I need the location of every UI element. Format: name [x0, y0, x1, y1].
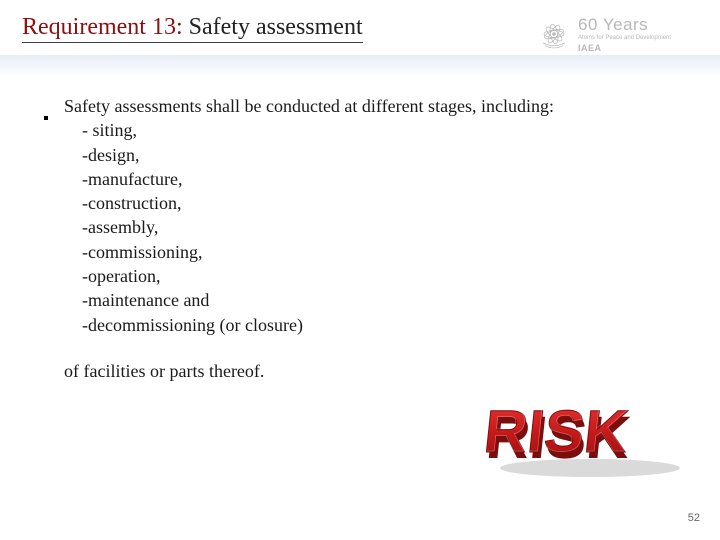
stage-item: -assembly,	[64, 215, 676, 239]
logo-iaea: IAEA	[578, 44, 671, 53]
slide-header: Requirement 13: Safety assessment	[0, 0, 720, 64]
stage-item: -decommissioning (or closure)	[64, 313, 676, 337]
stage-item: -construction,	[64, 191, 676, 215]
risk-graphic: RISK RISK RISK	[482, 380, 692, 480]
logo-text: 60 Years Atoms for Peace and Development…	[578, 16, 671, 53]
slide-body: Safety assessments shall be conducted at…	[0, 64, 720, 383]
bullet-lead: Safety assessments shall be conducted at…	[64, 94, 676, 118]
stage-item: - siting,	[64, 118, 676, 142]
stage-item: -manufacture,	[64, 167, 676, 191]
title-underline: Requirement 13: Safety assessment	[22, 14, 363, 43]
iaea-atom-icon	[536, 16, 572, 52]
logo-tagline: Atoms for Peace and Development	[578, 35, 671, 41]
slide: Requirement 13: Safety assessment	[0, 0, 720, 540]
svg-text:RISK: RISK	[482, 397, 631, 464]
title-requirement: Requirement 13:	[22, 14, 183, 40]
logo-60years: 60 Years	[578, 16, 671, 33]
bullet-content: Safety assessments shall be conducted at…	[64, 94, 676, 383]
bullet-marker	[44, 94, 52, 383]
stage-item: -commissioning,	[64, 240, 676, 264]
title-rest: Safety assessment	[183, 14, 363, 40]
stage-item: -design,	[64, 143, 676, 167]
iaea-logo-block: 60 Years Atoms for Peace and Development…	[536, 12, 706, 56]
stage-item: -maintenance and	[64, 288, 676, 312]
page-number: 52	[688, 512, 700, 524]
bullet-row: Safety assessments shall be conducted at…	[44, 94, 676, 383]
stage-item: -operation,	[64, 264, 676, 288]
